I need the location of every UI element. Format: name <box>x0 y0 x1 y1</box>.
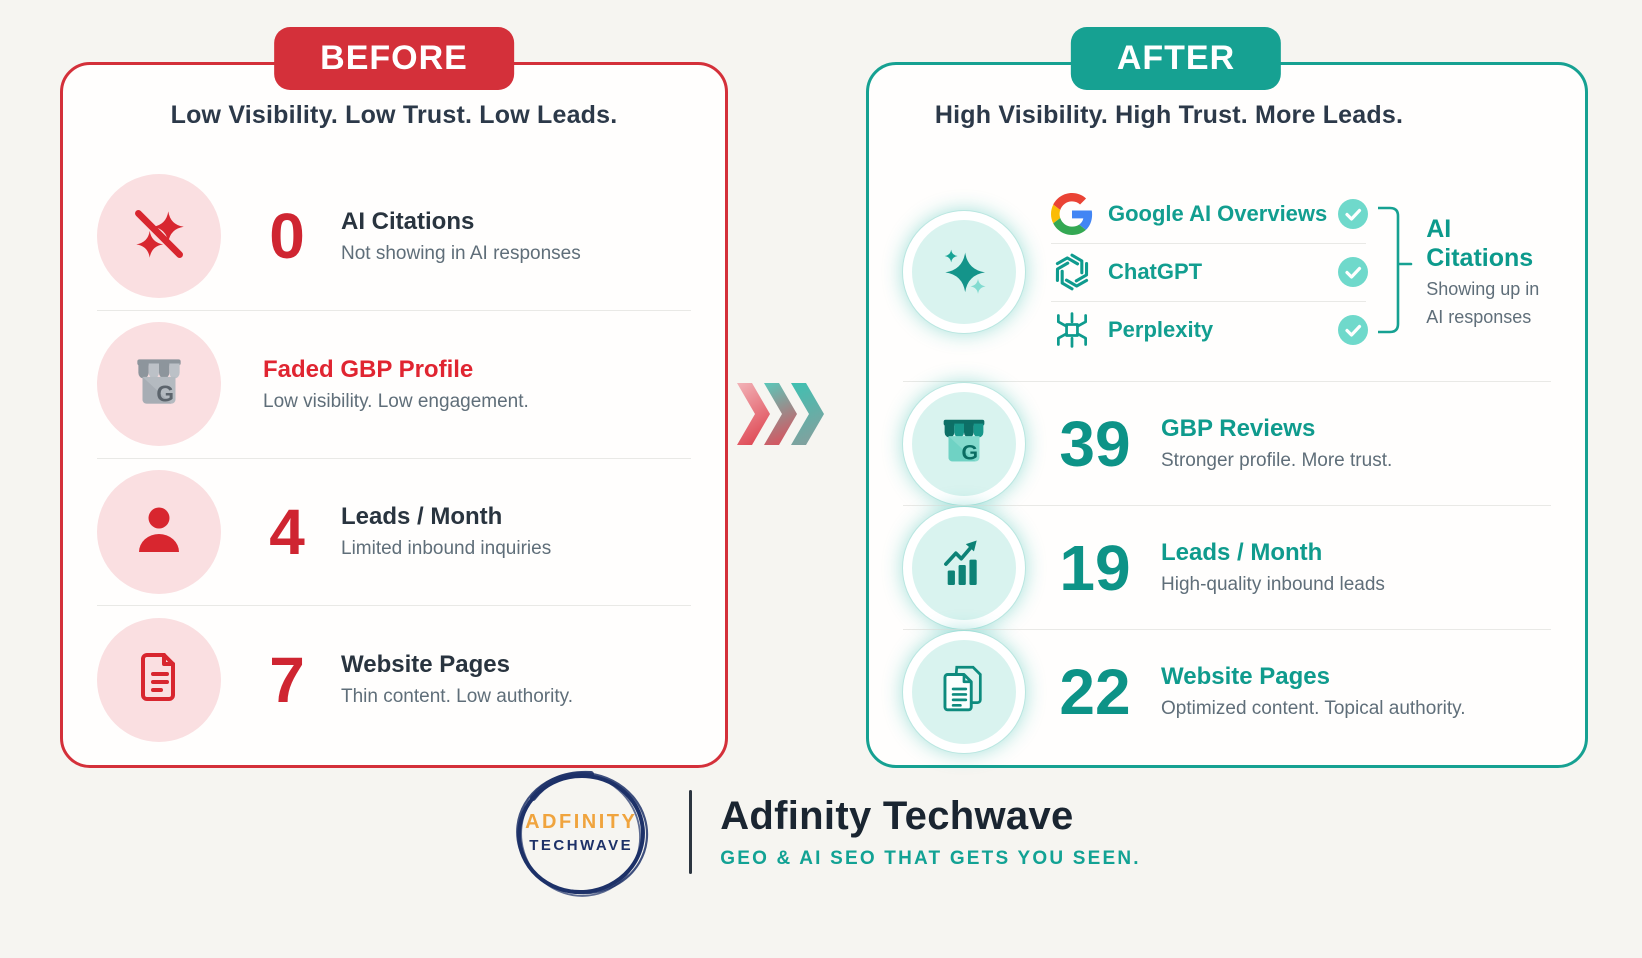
after-gbp-title: GBP Reviews <box>1161 415 1316 442</box>
divider <box>903 381 1551 382</box>
logo-circle-scribble-icon <box>501 770 661 916</box>
transition-chevrons-icon <box>737 383 829 445</box>
divider <box>903 505 1551 506</box>
divider <box>1051 300 1367 302</box>
document-page-icon <box>127 645 191 714</box>
logo-word-techwave: TECHWAVE <box>529 836 634 854</box>
check-circle-icon <box>1338 257 1369 287</box>
check-circle-icon <box>1338 199 1369 229</box>
before-pages-title: Website Pages <box>341 651 510 679</box>
brand-text-block: Adfinity Techwave GEO & AI SEO THAT GETS… <box>720 794 1141 870</box>
adfinity-logo: ADFINITY TECHWAVE <box>501 752 661 912</box>
after-row-ai-citations: Google AI Overviews <box>895 163 1559 381</box>
gbp-storefront-teal-icon: G <box>933 410 995 477</box>
platform-chatgpt: ChatGPT <box>1049 244 1369 301</box>
after-pages-value: 22 <box>1059 655 1131 728</box>
after-gbp-subtitle: Stronger profile. More trust. <box>1161 450 1393 471</box>
ai-citations-annotation: AI Citations Showing up in AI responses <box>1426 215 1559 330</box>
before-ai-citations-subtitle: Not showing in AI responses <box>341 242 581 264</box>
platform-google-ai-overviews: Google AI Overviews <box>1049 186 1369 243</box>
documents-stack-icon <box>935 660 993 723</box>
person-lead-icon <box>127 497 191 566</box>
growth-chart-icon <box>935 536 993 599</box>
after-pages-subtitle: Optimized content. Topical authority. <box>1161 698 1466 719</box>
after-panel: AFTER High Visibility. High Trust. More … <box>866 27 1588 768</box>
before-leads-value: 4 <box>269 495 305 568</box>
divider <box>689 790 693 874</box>
after-heading: High Visibility. High Trust. More Leads. <box>934 101 1404 129</box>
after-badge: AFTER <box>1070 27 1282 90</box>
gbp-storefront-faded-icon: G <box>126 349 192 420</box>
after-row-pages: 22 Website Pages Optimized content. Topi… <box>895 630 1559 753</box>
ai-platform-list: Google AI Overviews <box>1049 186 1369 359</box>
before-gbp-subtitle: Low visibility. Low engagement. <box>263 390 529 412</box>
after-row-leads: 19 Leads / Month High-quality inbound le… <box>895 506 1559 629</box>
before-heading: Low Visibility. Low Trust. Low Leads. <box>170 101 618 129</box>
before-leads-title: Leads / Month <box>341 503 503 531</box>
chatgpt-icon <box>1049 252 1095 292</box>
annotation-line: AI responses <box>1426 307 1532 327</box>
after-leads-title: Leads / Month <box>1161 539 1323 566</box>
platform-label: Perplexity <box>1108 317 1214 342</box>
google-g-icon <box>1049 193 1095 235</box>
before-row-ai-citations: 0 AI Citations Not showing in AI respons… <box>89 163 699 310</box>
after-rows: Google AI Overviews <box>895 163 1559 753</box>
before-rows: 0 AI Citations Not showing in AI respons… <box>89 163 699 753</box>
before-ai-citations-title: AI Citations <box>341 207 475 235</box>
brand-name: Adfinity Techwave <box>720 794 1074 838</box>
divider <box>97 309 691 311</box>
divider <box>97 457 691 459</box>
platform-label: ChatGPT <box>1108 259 1203 284</box>
before-pages-subtitle: Thin content. Low authority. <box>341 686 573 708</box>
before-badge: BEFORE <box>274 27 514 90</box>
before-leads-subtitle: Limited inbound inquiries <box>341 538 552 560</box>
before-ai-citations-value: 0 <box>269 200 305 273</box>
after-pages-title: Website Pages <box>1161 663 1330 690</box>
bracket-icon <box>1376 203 1416 342</box>
logo-word-adfinity: ADFINITY <box>525 810 638 833</box>
footer-brand: ADFINITY TECHWAVE Adfinity Techwave GEO … <box>0 752 1642 912</box>
platform-perplexity: Perplexity <box>1049 302 1369 359</box>
divider <box>903 629 1551 630</box>
svg-text:G: G <box>962 440 979 464</box>
sparkles-off-icon <box>126 201 192 272</box>
annotation-title: AI Citations <box>1426 214 1534 272</box>
before-row-pages: 7 Website Pages Thin content. Low author… <box>89 606 699 753</box>
after-leads-subtitle: High-quality inbound leads <box>1161 574 1385 595</box>
divider <box>1051 242 1367 244</box>
before-panel: BEFORE Low Visibility. Low Trust. Low Le… <box>60 27 728 768</box>
sparkle-ai-icon <box>936 242 992 303</box>
check-circle-icon <box>1338 315 1369 345</box>
after-row-gbp-reviews: G 39 GBP Reviews Stronger profile. More … <box>895 382 1559 505</box>
after-leads-value: 19 <box>1059 531 1131 604</box>
perplexity-icon <box>1049 310 1095 350</box>
before-row-gbp-profile: G Faded GBP Profile Low visibility. Low … <box>89 311 699 458</box>
annotation-line: Showing up in <box>1426 278 1540 299</box>
divider <box>97 605 691 607</box>
before-gbp-title: Faded GBP Profile <box>263 355 474 383</box>
platform-label: Google AI Overviews <box>1108 201 1328 226</box>
svg-text:G: G <box>156 380 174 406</box>
before-row-leads: 4 Leads / Month Limited inbound inquirie… <box>89 459 699 606</box>
after-gbp-value: 39 <box>1059 407 1131 480</box>
before-pages-value: 7 <box>269 643 305 716</box>
brand-tagline: GEO & AI SEO THAT GETS YOU SEEN. <box>720 848 1141 869</box>
